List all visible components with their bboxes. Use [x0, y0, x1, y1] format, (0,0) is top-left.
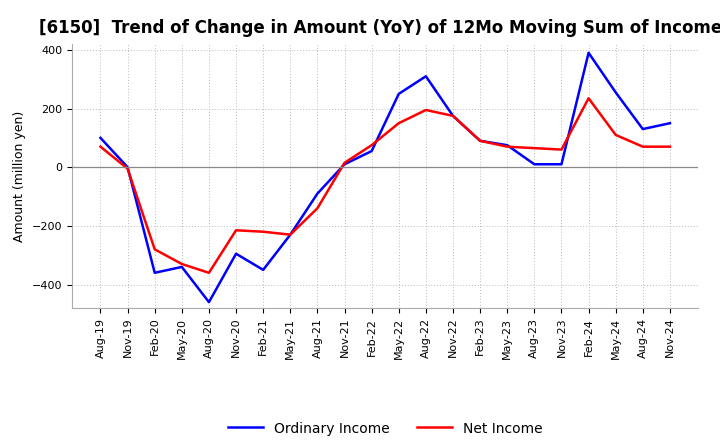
- Ordinary Income: [557, 161, 566, 167]
- Ordinary Income: [530, 161, 539, 167]
- Ordinary Income: [421, 73, 430, 79]
- Ordinary Income: [178, 264, 186, 270]
- Net Income: [530, 146, 539, 151]
- Ordinary Income: [639, 126, 647, 132]
- Ordinary Income: [232, 251, 240, 257]
- Ordinary Income: [150, 270, 159, 275]
- Ordinary Income: [123, 165, 132, 170]
- Legend: Ordinary Income, Net Income: Ordinary Income, Net Income: [222, 415, 548, 440]
- Net Income: [421, 107, 430, 113]
- Net Income: [123, 166, 132, 171]
- Ordinary Income: [584, 50, 593, 55]
- Ordinary Income: [259, 267, 268, 272]
- Net Income: [367, 143, 376, 148]
- Title: [6150]  Trend of Change in Amount (YoY) of 12Mo Moving Sum of Incomes: [6150] Trend of Change in Amount (YoY) o…: [39, 19, 720, 37]
- Net Income: [611, 132, 620, 138]
- Ordinary Income: [665, 121, 674, 126]
- Ordinary Income: [395, 91, 403, 96]
- Net Income: [259, 229, 268, 235]
- Net Income: [313, 205, 322, 211]
- Ordinary Income: [503, 143, 511, 148]
- Net Income: [96, 144, 105, 149]
- Y-axis label: Amount (million yen): Amount (million yen): [13, 110, 26, 242]
- Ordinary Income: [96, 135, 105, 140]
- Net Income: [449, 113, 457, 118]
- Ordinary Income: [341, 161, 349, 167]
- Net Income: [395, 121, 403, 126]
- Net Income: [639, 144, 647, 149]
- Net Income: [150, 247, 159, 252]
- Net Income: [503, 144, 511, 149]
- Ordinary Income: [367, 148, 376, 154]
- Net Income: [286, 232, 294, 237]
- Net Income: [476, 138, 485, 143]
- Ordinary Income: [313, 191, 322, 196]
- Line: Ordinary Income: Ordinary Income: [101, 53, 670, 302]
- Ordinary Income: [286, 232, 294, 237]
- Net Income: [557, 147, 566, 152]
- Line: Net Income: Net Income: [101, 98, 670, 273]
- Ordinary Income: [449, 113, 457, 118]
- Net Income: [341, 160, 349, 165]
- Ordinary Income: [204, 300, 213, 305]
- Net Income: [232, 227, 240, 233]
- Net Income: [584, 95, 593, 101]
- Net Income: [178, 261, 186, 267]
- Ordinary Income: [476, 138, 485, 143]
- Ordinary Income: [611, 90, 620, 95]
- Net Income: [665, 144, 674, 149]
- Net Income: [204, 270, 213, 275]
